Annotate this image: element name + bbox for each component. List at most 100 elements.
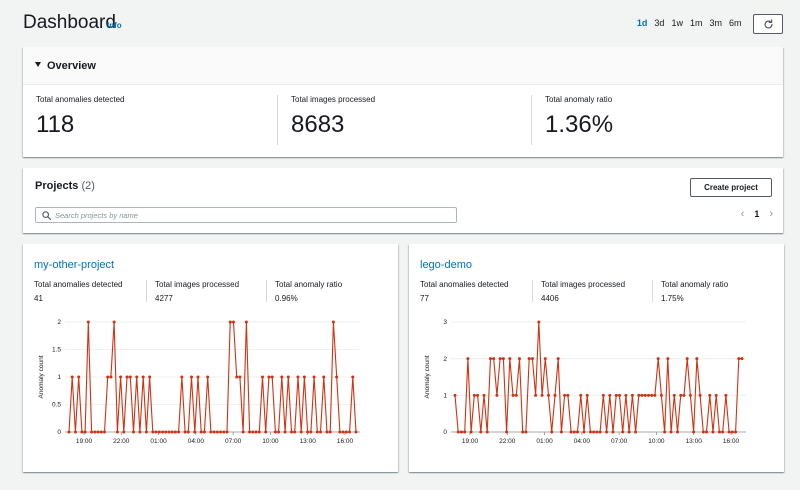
data-point[interactable] <box>235 375 239 379</box>
data-point[interactable] <box>556 357 560 361</box>
search-input[interactable] <box>55 209 450 221</box>
data-point[interactable] <box>534 393 538 397</box>
data-point[interactable] <box>740 357 744 361</box>
data-point[interactable] <box>302 375 306 379</box>
data-point[interactable] <box>312 375 316 379</box>
data-point[interactable] <box>293 430 297 434</box>
data-point[interactable] <box>141 375 145 379</box>
data-point[interactable] <box>112 320 116 324</box>
data-point[interactable] <box>456 430 460 434</box>
data-point[interactable] <box>611 430 615 434</box>
time-range-3m[interactable]: 3m <box>709 18 722 28</box>
data-point[interactable] <box>173 430 177 434</box>
data-point[interactable] <box>563 393 567 397</box>
data-point[interactable] <box>177 430 181 434</box>
data-point[interactable] <box>579 393 583 397</box>
data-point[interactable] <box>717 430 721 434</box>
data-point[interactable] <box>67 430 71 434</box>
data-point[interactable] <box>672 393 676 397</box>
data-point[interactable] <box>238 375 242 379</box>
data-point[interactable] <box>109 375 113 379</box>
data-point[interactable] <box>70 375 74 379</box>
data-point[interactable] <box>170 430 174 434</box>
data-point[interactable] <box>469 430 473 434</box>
data-point[interactable] <box>231 320 235 324</box>
data-point[interactable] <box>267 375 271 379</box>
data-point[interactable] <box>582 430 586 434</box>
data-point[interactable] <box>521 430 525 434</box>
data-point[interactable] <box>572 430 576 434</box>
data-point[interactable] <box>547 393 551 397</box>
data-point[interactable] <box>663 430 667 434</box>
chevron-left-icon[interactable]: ‹ <box>740 208 745 220</box>
time-range-1d[interactable]: 1d <box>636 18 648 28</box>
data-point[interactable] <box>485 430 489 434</box>
data-point[interactable] <box>688 393 692 397</box>
data-point[interactable] <box>273 430 277 434</box>
data-point[interactable] <box>331 320 335 324</box>
data-point[interactable] <box>482 393 486 397</box>
data-point[interactable] <box>228 320 232 324</box>
data-point[interactable] <box>524 430 528 434</box>
data-point[interactable] <box>322 375 326 379</box>
data-point[interactable] <box>543 357 547 361</box>
data-point[interactable] <box>701 430 705 434</box>
data-point[interactable] <box>77 375 81 379</box>
data-point[interactable] <box>724 393 728 397</box>
data-point[interactable] <box>624 393 628 397</box>
data-point[interactable] <box>264 430 268 434</box>
refresh-button[interactable] <box>753 14 783 34</box>
data-point[interactable] <box>734 430 738 434</box>
data-point[interactable] <box>290 430 294 434</box>
data-point[interactable] <box>566 393 570 397</box>
data-point[interactable] <box>286 375 290 379</box>
data-point[interactable] <box>705 430 709 434</box>
data-point[interactable] <box>517 357 521 361</box>
data-point[interactable] <box>527 357 531 361</box>
data-point[interactable] <box>585 393 589 397</box>
data-point[interactable] <box>550 430 554 434</box>
data-point[interactable] <box>553 393 557 397</box>
data-point[interactable] <box>309 430 313 434</box>
data-point[interactable] <box>559 430 563 434</box>
data-point[interactable] <box>488 357 492 361</box>
data-point[interactable] <box>685 357 689 361</box>
data-point[interactable] <box>730 430 734 434</box>
data-point[interactable] <box>296 375 300 379</box>
data-point[interactable] <box>595 430 599 434</box>
data-point[interactable] <box>106 375 110 379</box>
data-point[interactable] <box>569 430 573 434</box>
data-point[interactable] <box>508 357 512 361</box>
data-point[interactable] <box>453 393 457 397</box>
data-point[interactable] <box>627 430 631 434</box>
data-point[interactable] <box>640 393 644 397</box>
project-name-link[interactable]: my-other-project <box>34 259 115 271</box>
data-point[interactable] <box>634 430 638 434</box>
data-point[interactable] <box>248 430 252 434</box>
data-point[interactable] <box>99 430 103 434</box>
data-point[interactable] <box>646 393 650 397</box>
project-name-link[interactable]: lego-demo <box>420 259 472 271</box>
data-point[interactable] <box>598 430 602 434</box>
data-point[interactable] <box>164 430 168 434</box>
data-point[interactable] <box>102 430 106 434</box>
data-point[interactable] <box>83 430 87 434</box>
data-point[interactable] <box>251 430 255 434</box>
data-point[interactable] <box>498 357 502 361</box>
data-point[interactable] <box>241 430 245 434</box>
time-range-1m[interactable]: 1m <box>689 18 703 28</box>
data-point[interactable] <box>315 430 319 434</box>
time-range-6m[interactable]: 6m <box>728 18 742 28</box>
data-point[interactable] <box>669 430 673 434</box>
data-point[interactable] <box>338 430 342 434</box>
data-point[interactable] <box>209 430 213 434</box>
data-point[interactable] <box>96 430 100 434</box>
data-point[interactable] <box>682 393 686 397</box>
data-point[interactable] <box>650 393 654 397</box>
data-point[interactable] <box>479 430 483 434</box>
data-point[interactable] <box>193 430 197 434</box>
data-point[interactable] <box>501 357 505 361</box>
data-point[interactable] <box>617 393 621 397</box>
data-point[interactable] <box>727 430 731 434</box>
data-point[interactable] <box>341 430 345 434</box>
